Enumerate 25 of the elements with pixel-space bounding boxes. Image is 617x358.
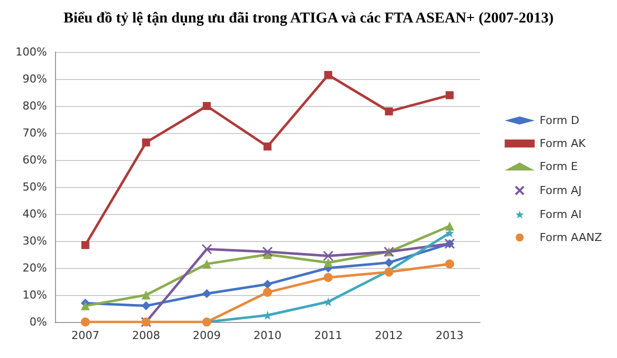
- y-tick-label: 40%: [22, 208, 47, 220]
- y-tick-label: 60%: [22, 154, 47, 166]
- chart-title: Biểu đồ tỷ lệ tận dụng ưu đãi trong ATIGA và các FTA ASEAN+ (2007-2013): [63, 10, 554, 26]
- x-tick-label: 2010: [254, 329, 282, 342]
- legend-label: Form E: [540, 160, 578, 173]
- y-tick-label: 0%: [30, 316, 47, 328]
- x-tick-label: 2013: [436, 329, 464, 342]
- legend-label: Form AI: [540, 208, 582, 221]
- x-tick-label: 2008: [132, 329, 160, 342]
- legend-label: Form AJ: [540, 184, 582, 197]
- y-tick-label: 100%: [16, 46, 47, 58]
- legend-label: Form D: [540, 114, 580, 127]
- y-tick-label: 50%: [22, 180, 47, 194]
- y-tick-label: 10%: [22, 288, 47, 302]
- x-tick-label: 2012: [374, 329, 403, 342]
- y-tick-label: 70%: [22, 126, 47, 140]
- y-tick-label: 80%: [22, 100, 47, 112]
- legend-label: Form AANZ: [540, 231, 602, 244]
- y-tick-label: 90%: [22, 72, 47, 86]
- legend-label: Form AK: [540, 137, 586, 150]
- y-tick-label: 30%: [22, 234, 47, 248]
- x-tick-label: 2009: [192, 329, 221, 342]
- y-tick-label: 20%: [22, 262, 47, 274]
- x-tick-label: 2011: [314, 329, 342, 342]
- x-tick-label: 2007: [71, 329, 100, 342]
